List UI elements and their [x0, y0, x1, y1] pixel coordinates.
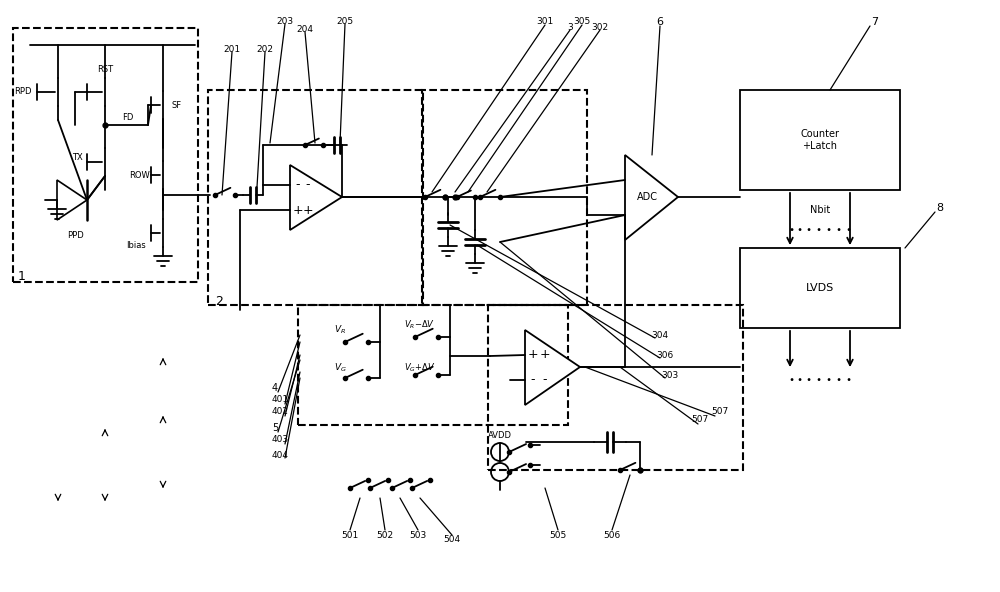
Text: 2: 2 [215, 295, 223, 308]
Text: FD: FD [122, 114, 134, 123]
Text: -: - [543, 374, 547, 387]
Bar [740, 90, 900, 190]
Text: 204: 204 [296, 25, 314, 34]
Text: +: + [528, 349, 538, 362]
Bar [488, 305, 743, 470]
Text: 507: 507 [711, 407, 729, 417]
Text: 302: 302 [591, 24, 609, 33]
Text: +: + [303, 204, 313, 217]
Polygon shape [625, 155, 678, 240]
Polygon shape [57, 180, 87, 220]
Text: PPD: PPD [67, 230, 83, 240]
Bar [740, 248, 900, 328]
Text: Nbit: Nbit [810, 205, 830, 215]
Text: ROW: ROW [129, 170, 150, 179]
Text: 502: 502 [376, 530, 394, 539]
Text: 403: 403 [272, 436, 289, 445]
Text: 301: 301 [536, 18, 554, 27]
Text: 401: 401 [272, 395, 289, 404]
Text: 4: 4 [272, 383, 278, 393]
Text: 402: 402 [272, 407, 289, 417]
Text: 8: 8 [936, 203, 944, 213]
Text: 306: 306 [656, 350, 674, 359]
Text: +: + [540, 349, 550, 362]
Text: $\bullet\bullet\bullet\bullet\bullet\bullet\bullet$: $\bullet\bullet\bullet\bullet\bullet\bul… [788, 373, 852, 383]
Text: LVDS: LVDS [806, 283, 834, 293]
Text: ADC: ADC [637, 192, 658, 202]
Bar [422, 90, 587, 305]
Text: 504: 504 [443, 536, 461, 545]
Text: +: + [293, 204, 303, 217]
Text: 203: 203 [276, 18, 294, 27]
Text: $V_G$$+$$\Delta V$: $V_G$$+$$\Delta V$ [404, 362, 436, 374]
Polygon shape [290, 165, 342, 230]
Text: Ibias: Ibias [126, 240, 146, 249]
Text: Counter
+Latch: Counter +Latch [800, 129, 840, 151]
Bar [208, 90, 423, 305]
Bar [298, 305, 568, 425]
Text: 304: 304 [651, 330, 669, 339]
Text: 201: 201 [223, 46, 241, 54]
Text: 305: 305 [573, 18, 591, 27]
Text: 503: 503 [409, 530, 427, 539]
Text: SF: SF [171, 101, 181, 110]
Text: 507: 507 [691, 416, 709, 424]
Bar [13, 28, 198, 282]
Polygon shape [525, 330, 580, 405]
Text: $V_R$: $V_R$ [334, 324, 346, 336]
Text: 501: 501 [341, 530, 359, 539]
Text: TX: TX [72, 153, 83, 162]
Text: 505: 505 [549, 530, 567, 539]
Text: 3: 3 [567, 24, 573, 33]
Text: -: - [306, 179, 310, 191]
Text: 506: 506 [603, 530, 621, 539]
Text: 5: 5 [272, 423, 278, 433]
Text: RPD: RPD [14, 88, 32, 96]
Text: RST: RST [97, 66, 113, 75]
Text: 7: 7 [871, 17, 879, 27]
Text: AVDD: AVDD [488, 432, 512, 440]
Text: $V_R$$-$$\Delta V$: $V_R$$-$$\Delta V$ [404, 318, 436, 332]
Text: $\bullet\bullet\bullet\bullet\bullet\bullet\bullet$: $\bullet\bullet\bullet\bullet\bullet\bul… [788, 223, 852, 233]
Text: 1: 1 [18, 270, 26, 283]
Text: 205: 205 [336, 18, 354, 27]
Text: 202: 202 [256, 46, 274, 54]
Text: -: - [531, 374, 535, 387]
Text: 6: 6 [656, 17, 664, 27]
Text: $V_G$: $V_G$ [334, 362, 346, 374]
Text: 404: 404 [272, 451, 289, 459]
Text: 303: 303 [661, 371, 679, 379]
Text: -: - [296, 179, 300, 191]
